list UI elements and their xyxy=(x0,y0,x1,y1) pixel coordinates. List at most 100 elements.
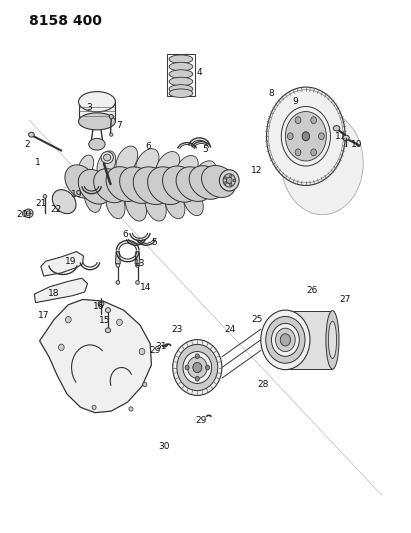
Text: 10: 10 xyxy=(351,140,363,149)
Text: 22: 22 xyxy=(51,205,62,214)
Ellipse shape xyxy=(193,362,202,373)
Text: 7: 7 xyxy=(117,121,122,130)
Ellipse shape xyxy=(28,132,34,137)
Text: 9: 9 xyxy=(293,97,298,106)
Ellipse shape xyxy=(79,92,115,112)
Ellipse shape xyxy=(261,310,310,369)
Text: 19: 19 xyxy=(71,190,82,199)
Ellipse shape xyxy=(224,176,226,179)
Ellipse shape xyxy=(104,154,111,161)
Ellipse shape xyxy=(169,77,193,86)
Ellipse shape xyxy=(169,85,193,93)
Ellipse shape xyxy=(189,166,224,199)
Text: 14: 14 xyxy=(141,283,152,292)
Ellipse shape xyxy=(129,407,133,411)
Ellipse shape xyxy=(65,165,96,198)
Ellipse shape xyxy=(165,189,185,219)
Text: 1: 1 xyxy=(35,158,40,167)
Text: 23: 23 xyxy=(171,325,182,334)
Text: 13: 13 xyxy=(134,260,146,268)
Text: 27: 27 xyxy=(339,295,351,304)
Ellipse shape xyxy=(169,89,193,98)
Ellipse shape xyxy=(110,133,113,136)
Text: 4: 4 xyxy=(196,68,202,77)
Ellipse shape xyxy=(311,149,316,156)
Ellipse shape xyxy=(116,264,120,267)
Text: 29: 29 xyxy=(196,416,207,425)
Ellipse shape xyxy=(162,166,199,202)
Ellipse shape xyxy=(302,132,309,141)
Ellipse shape xyxy=(266,87,345,185)
Ellipse shape xyxy=(224,182,226,184)
Ellipse shape xyxy=(311,117,316,124)
Ellipse shape xyxy=(295,149,301,156)
Text: 2: 2 xyxy=(25,140,30,149)
Ellipse shape xyxy=(84,184,102,212)
Ellipse shape xyxy=(285,111,326,161)
Ellipse shape xyxy=(223,174,236,187)
Text: 18: 18 xyxy=(48,288,60,297)
Ellipse shape xyxy=(117,319,122,326)
Text: 16: 16 xyxy=(93,302,105,311)
Text: 11: 11 xyxy=(335,132,346,141)
Ellipse shape xyxy=(136,149,159,177)
Ellipse shape xyxy=(169,70,193,78)
Text: 30: 30 xyxy=(158,442,169,451)
Ellipse shape xyxy=(295,117,301,124)
Ellipse shape xyxy=(268,90,343,183)
Ellipse shape xyxy=(92,405,96,409)
Ellipse shape xyxy=(266,317,305,364)
Text: 25: 25 xyxy=(251,315,262,324)
Ellipse shape xyxy=(219,169,239,191)
Ellipse shape xyxy=(271,324,299,357)
Ellipse shape xyxy=(43,195,47,198)
Ellipse shape xyxy=(105,308,111,312)
Text: 24: 24 xyxy=(224,325,236,334)
Text: 19: 19 xyxy=(65,257,76,265)
Ellipse shape xyxy=(116,280,120,284)
Ellipse shape xyxy=(275,328,295,352)
Text: 12: 12 xyxy=(251,166,262,175)
Ellipse shape xyxy=(201,165,236,197)
Ellipse shape xyxy=(79,113,115,130)
Text: 6: 6 xyxy=(145,142,151,151)
Ellipse shape xyxy=(24,209,33,217)
Ellipse shape xyxy=(195,354,199,359)
Polygon shape xyxy=(39,300,151,413)
Ellipse shape xyxy=(136,280,139,284)
Ellipse shape xyxy=(125,190,147,221)
Ellipse shape xyxy=(120,167,156,204)
Ellipse shape xyxy=(226,177,232,183)
Ellipse shape xyxy=(26,211,31,216)
Ellipse shape xyxy=(185,365,189,370)
Polygon shape xyxy=(34,278,88,303)
Text: 8: 8 xyxy=(268,89,274,98)
Ellipse shape xyxy=(281,107,330,166)
Text: 3: 3 xyxy=(86,102,92,111)
Ellipse shape xyxy=(156,151,180,180)
Ellipse shape xyxy=(328,321,337,359)
Text: 21: 21 xyxy=(35,199,46,208)
Polygon shape xyxy=(283,311,332,369)
Polygon shape xyxy=(79,102,115,122)
Ellipse shape xyxy=(326,311,339,369)
Ellipse shape xyxy=(58,344,64,351)
Text: 5: 5 xyxy=(151,238,157,247)
Polygon shape xyxy=(41,252,83,276)
Ellipse shape xyxy=(319,133,324,140)
Ellipse shape xyxy=(169,55,193,63)
Ellipse shape xyxy=(106,189,125,219)
Ellipse shape xyxy=(65,317,71,323)
Ellipse shape xyxy=(333,126,340,131)
Ellipse shape xyxy=(106,167,141,201)
Text: 31: 31 xyxy=(155,342,167,351)
Text: 15: 15 xyxy=(99,316,111,325)
Text: 8158 400: 8158 400 xyxy=(29,14,102,28)
Ellipse shape xyxy=(139,349,145,355)
Ellipse shape xyxy=(116,146,138,174)
Text: 20: 20 xyxy=(16,210,28,219)
Ellipse shape xyxy=(145,190,166,221)
Ellipse shape xyxy=(281,111,363,215)
Ellipse shape xyxy=(98,301,104,306)
Polygon shape xyxy=(135,252,140,264)
